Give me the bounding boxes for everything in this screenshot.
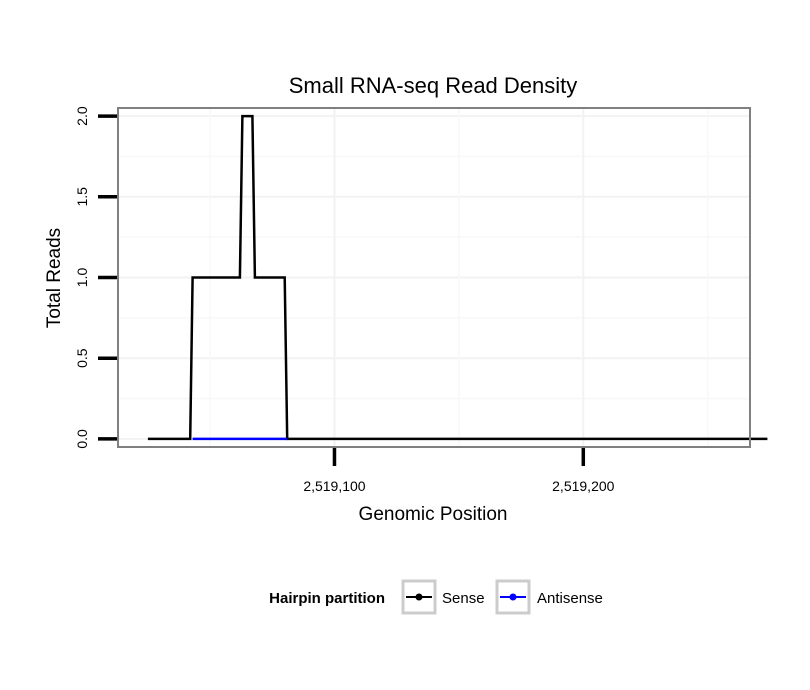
legend-label-sense: Sense (442, 590, 485, 607)
series-layer (147, 114, 768, 441)
y-tick-label: 2.0 (74, 106, 90, 126)
legend-label-antisense: Antisense (537, 590, 603, 607)
x-axis: 2,519,100 2,519,200 (303, 448, 615, 494)
x-tick-label: 2,519,100 (303, 478, 365, 494)
legend-dot-antisense (509, 593, 517, 601)
x-tick-label: 2,519,200 (552, 478, 614, 494)
legend-dot-sense (415, 593, 423, 601)
y-tick-label: 1.0 (74, 268, 90, 288)
y-axis-title: Total Reads (44, 228, 65, 328)
chart-title: Small RNA-seq Read Density (289, 73, 578, 98)
y-axis: 0.0 0.5 1.0 1.5 2.0 (74, 106, 117, 449)
y-tick-label: 0.0 (74, 429, 90, 449)
legend: Hairpin partition Sense Antisense (269, 579, 603, 615)
legend-title: Hairpin partition (269, 590, 385, 607)
series-line-sense (147, 114, 768, 441)
x-axis-title: Genomic Position (359, 504, 508, 525)
y-tick-label: 0.5 (74, 348, 90, 368)
y-tick-label: 1.5 (74, 187, 90, 207)
plot-border (117, 107, 751, 448)
